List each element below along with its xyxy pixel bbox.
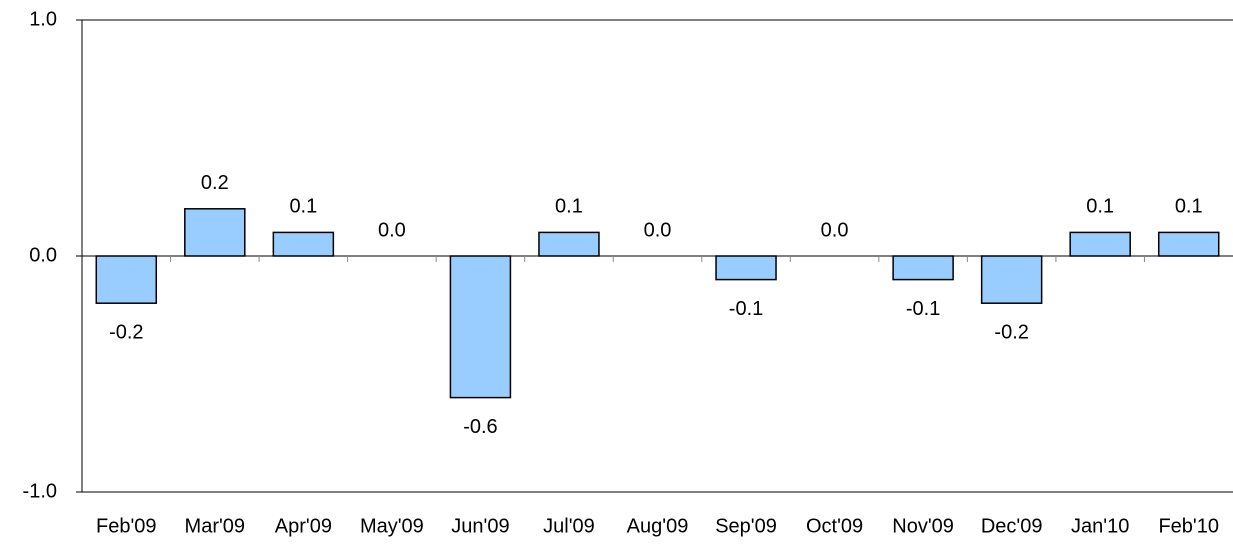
x-tick-label: Dec'09 xyxy=(981,515,1043,537)
data-label: 0.1 xyxy=(555,196,583,218)
data-label: 0.2 xyxy=(201,172,229,194)
x-tick-label: Sep'09 xyxy=(715,515,777,537)
y-tick-label: 1.0 xyxy=(29,8,57,30)
bar xyxy=(892,255,954,281)
bar xyxy=(272,231,335,257)
bar xyxy=(715,255,777,281)
data-label: 0.0 xyxy=(378,219,406,241)
data-label: 0.1 xyxy=(1175,196,1203,218)
bar xyxy=(1069,231,1131,257)
x-tick-label: Mar'09 xyxy=(185,515,246,537)
data-label: 0.0 xyxy=(821,219,849,241)
x-tick-label: Jul'09 xyxy=(543,515,595,537)
x-tick-label: Jun'09 xyxy=(451,515,509,537)
x-tick-label: May'09 xyxy=(360,515,424,537)
data-label: -0.1 xyxy=(906,298,940,320)
bar xyxy=(449,255,512,399)
x-tick-label: Feb'10 xyxy=(1158,515,1219,537)
x-tick-label: Jan'10 xyxy=(1071,515,1129,537)
x-tick-label: Nov'09 xyxy=(892,515,954,537)
x-tick-label: Apr'09 xyxy=(275,515,332,537)
data-label: 0.1 xyxy=(289,196,317,218)
x-tick-label: Aug'09 xyxy=(627,515,689,537)
data-label: -0.2 xyxy=(109,321,143,343)
bar xyxy=(980,255,1043,304)
data-label: -0.1 xyxy=(729,298,763,320)
data-label: 0.0 xyxy=(644,219,672,241)
x-tick-label: Feb'09 xyxy=(96,515,157,537)
bar xyxy=(95,255,158,304)
bar xyxy=(538,231,600,257)
data-label: 0.1 xyxy=(1086,196,1114,218)
bar xyxy=(184,208,246,257)
x-tick-label: Oct'09 xyxy=(806,515,863,537)
data-label: -0.2 xyxy=(994,321,1028,343)
y-tick-label: 0.0 xyxy=(29,244,57,266)
y-tick-label: -1.0 xyxy=(23,480,57,502)
data-label: -0.6 xyxy=(463,416,497,438)
bar xyxy=(1157,231,1220,257)
